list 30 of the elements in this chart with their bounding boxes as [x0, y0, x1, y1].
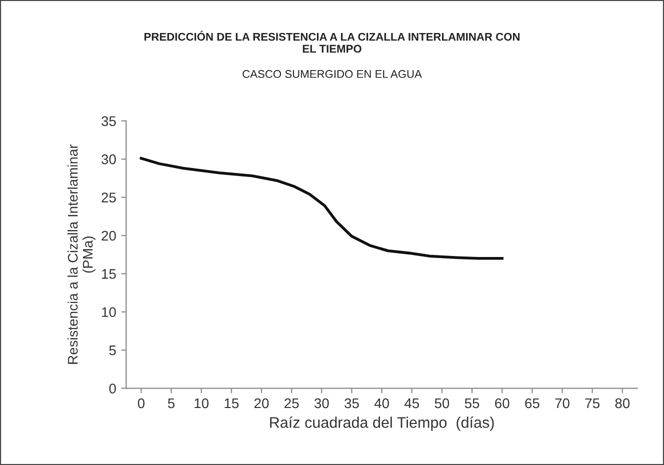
x-tick-label: 35: [344, 398, 359, 408]
x-tick-label: 5: [168, 398, 175, 408]
y-axis-title: Resistencia a la Cizalla Interlaminar (PMa): [68, 144, 96, 364]
x-tick-label: 70: [555, 398, 570, 408]
x-tick-label: 45: [404, 398, 420, 408]
y-tick-label: 35: [102, 116, 116, 126]
x-tick-label: 60: [495, 398, 510, 408]
x-tick-label: 40: [374, 398, 389, 408]
y-tick-label: 25: [102, 192, 116, 202]
y-tick-label: 10: [102, 307, 116, 318]
x-tick-label: 55: [464, 398, 480, 408]
chart-subtitle: CASCO SUMERGIDO EN EL AGUA: [242, 70, 422, 78]
y-tick-label: 15: [102, 269, 116, 279]
x-tick-label: 15: [224, 398, 239, 408]
x-tick-label: 10: [194, 398, 209, 408]
x-tick-label: 0: [138, 398, 145, 408]
x-tick-label: 65: [525, 398, 540, 408]
y-tick-label: 0: [109, 384, 116, 394]
x-tick-label: 20: [254, 398, 269, 408]
y-tick-label: 5: [109, 346, 116, 356]
x-tick-label: 25: [284, 398, 299, 408]
x-tick-label: 50: [434, 398, 450, 408]
chart-title: PREDICCIÓN DE LA RESISTENCIA A LA CIZALLA INTERLAMINAR CON EL TIEMPO: [144, 30, 520, 53]
x-tick-label: 80: [615, 398, 630, 408]
x-axis-title: Raíz cuadrada del Tiempo (días): [270, 416, 494, 431]
y-tick-label: 30: [102, 154, 116, 164]
x-tick-label: 75: [585, 398, 600, 408]
line-series: [140, 156, 504, 260]
x-tick-label: 30: [314, 398, 329, 408]
y-tick-label: 20: [102, 230, 116, 241]
